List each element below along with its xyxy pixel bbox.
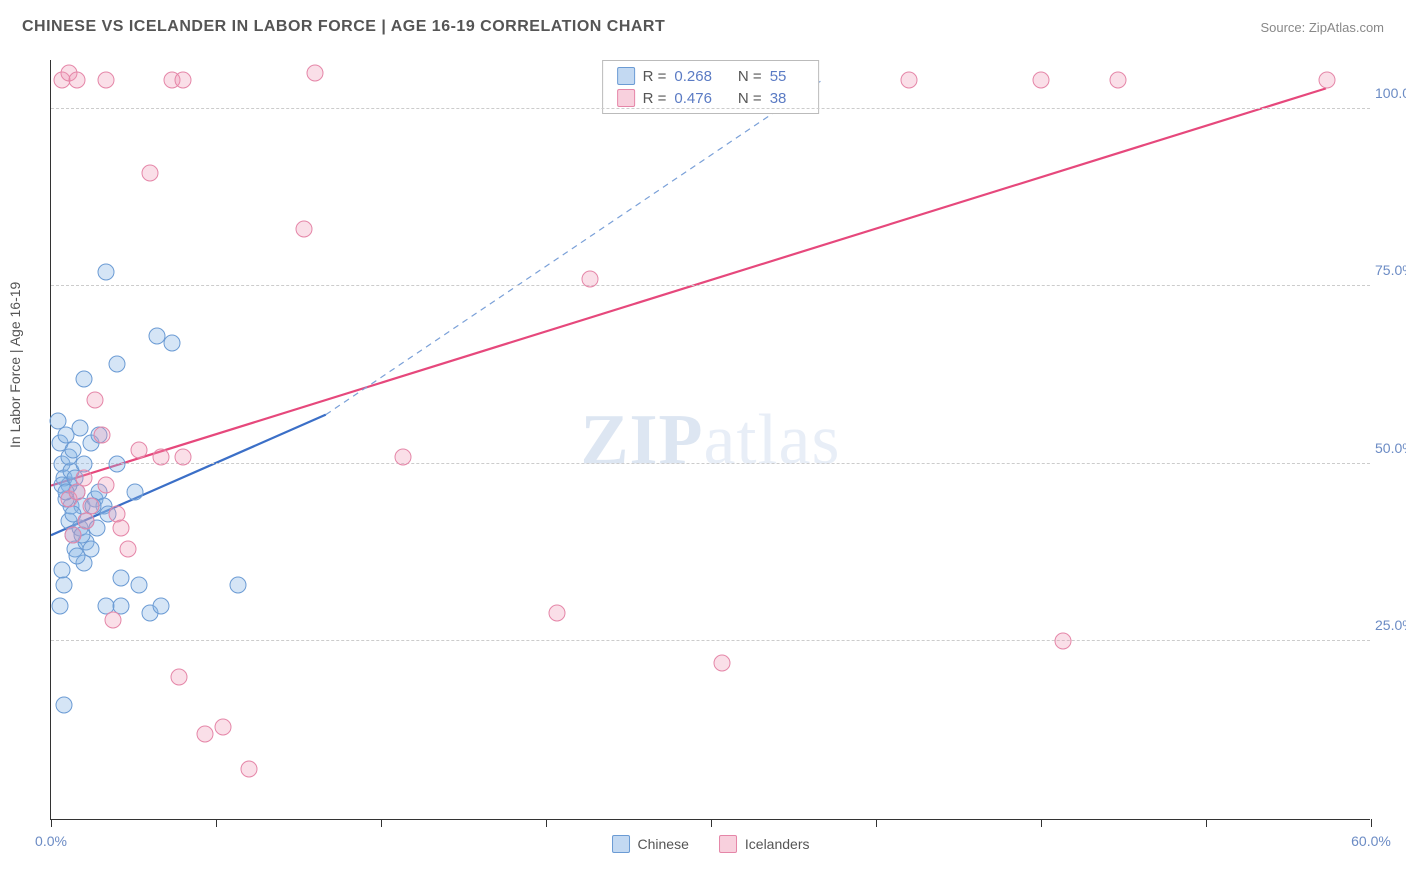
y-tick-label: 25.0% — [1375, 617, 1406, 633]
data-point — [901, 72, 918, 89]
source-label: Source: ZipAtlas.com — [1260, 20, 1384, 35]
data-point — [126, 484, 143, 501]
data-point — [56, 576, 73, 593]
stats-row-chinese: R = 0.268 N = 55 — [617, 65, 805, 87]
swatch-icon — [617, 67, 635, 85]
legend-item-icelanders: Icelanders — [719, 835, 810, 853]
header: CHINESE VS ICELANDER IN LABOR FORCE | AG… — [22, 18, 1384, 36]
data-point — [175, 72, 192, 89]
data-point — [87, 391, 104, 408]
data-point — [131, 441, 148, 458]
data-point — [1055, 633, 1072, 650]
data-point — [69, 72, 86, 89]
data-point — [1033, 72, 1050, 89]
data-point — [142, 164, 159, 181]
x-tick — [546, 819, 547, 827]
data-point — [98, 477, 115, 494]
x-tick — [216, 819, 217, 827]
x-tick — [1371, 819, 1372, 827]
data-point — [104, 612, 121, 629]
watermark: ZIPatlas — [581, 398, 841, 481]
x-tick-label: 0.0% — [35, 833, 67, 849]
data-point — [113, 519, 130, 536]
stats-row-icelanders: R = 0.476 N = 38 — [617, 87, 805, 109]
data-point — [1319, 72, 1336, 89]
data-point — [82, 541, 99, 558]
x-tick — [711, 819, 712, 827]
data-point — [230, 576, 247, 593]
x-tick — [876, 819, 877, 827]
y-tick-label: 75.0% — [1375, 262, 1406, 278]
y-tick-label: 100.0% — [1375, 85, 1406, 101]
gridline — [51, 463, 1370, 464]
data-point — [307, 65, 324, 82]
trend-lines — [51, 60, 1370, 819]
data-point — [76, 470, 93, 487]
series-legend: Chinese Icelanders — [612, 835, 810, 853]
data-point — [78, 512, 95, 529]
data-point — [241, 761, 258, 778]
data-point — [153, 448, 170, 465]
data-point — [1110, 72, 1127, 89]
data-point — [51, 597, 68, 614]
gridline — [51, 285, 1370, 286]
data-point — [197, 725, 214, 742]
x-tick — [1206, 819, 1207, 827]
data-point — [296, 221, 313, 238]
legend-item-chinese: Chinese — [612, 835, 689, 853]
data-point — [93, 427, 110, 444]
y-tick-label: 50.0% — [1375, 440, 1406, 456]
x-tick — [381, 819, 382, 827]
y-axis-label: In Labor Force | Age 16-19 — [7, 282, 23, 448]
swatch-icon — [719, 835, 737, 853]
data-point — [56, 697, 73, 714]
x-tick-label: 60.0% — [1351, 833, 1391, 849]
data-point — [714, 654, 731, 671]
data-point — [164, 335, 181, 352]
data-point — [131, 576, 148, 593]
data-point — [395, 448, 412, 465]
stats-legend: R = 0.268 N = 55 R = 0.476 N = 38 — [602, 60, 820, 114]
data-point — [109, 356, 126, 373]
swatch-icon — [617, 89, 635, 107]
data-point — [170, 668, 187, 685]
data-point — [76, 370, 93, 387]
x-tick — [1041, 819, 1042, 827]
data-point — [98, 264, 115, 281]
data-point — [71, 420, 88, 437]
data-point — [109, 455, 126, 472]
data-point — [113, 569, 130, 586]
data-point — [153, 597, 170, 614]
chart-title: CHINESE VS ICELANDER IN LABOR FORCE | AG… — [22, 18, 665, 36]
gridline — [51, 108, 1370, 109]
data-point — [98, 72, 115, 89]
data-point — [65, 526, 82, 543]
data-point — [549, 605, 566, 622]
swatch-icon — [612, 835, 630, 853]
data-point — [582, 271, 599, 288]
data-point — [214, 718, 231, 735]
data-point — [175, 448, 192, 465]
gridline — [51, 640, 1370, 641]
data-point — [120, 541, 137, 558]
scatter-plot: ZIPatlas R = 0.268 N = 55 R = 0.476 N = … — [50, 60, 1370, 820]
x-tick — [51, 819, 52, 827]
